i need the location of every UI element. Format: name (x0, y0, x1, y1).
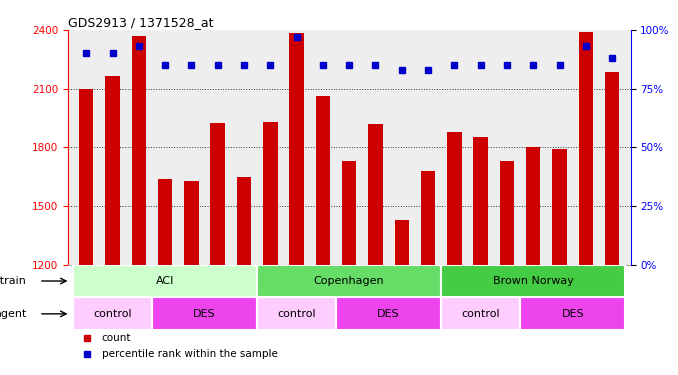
Bar (605, 72, 620, 265)
Bar (526, 147, 540, 265)
Text: count: count (102, 333, 131, 343)
Bar (79, 88, 94, 265)
Bar (132, 36, 146, 265)
Bar (105, 76, 120, 265)
Bar (441, 265, 625, 297)
Bar (520, 297, 625, 330)
Bar (395, 220, 409, 265)
Text: Brown Norway: Brown Norway (493, 276, 574, 286)
Text: agent: agent (0, 309, 26, 319)
Bar (237, 177, 252, 265)
Bar (263, 122, 277, 265)
Text: DES: DES (561, 309, 584, 319)
Bar (158, 178, 172, 265)
Bar (316, 96, 330, 265)
Bar (368, 124, 382, 265)
Bar (342, 161, 357, 265)
Text: strain: strain (0, 276, 26, 286)
Bar (447, 132, 462, 265)
Bar (421, 171, 435, 265)
Text: control: control (461, 309, 500, 319)
Bar (152, 297, 257, 330)
Bar (290, 33, 304, 265)
Text: GDS2913 / 1371528_at: GDS2913 / 1371528_at (68, 16, 214, 29)
Text: ACI: ACI (156, 276, 174, 286)
Bar (73, 265, 257, 297)
Bar (210, 123, 225, 265)
Bar (257, 265, 441, 297)
Text: Copenhagen: Copenhagen (314, 276, 384, 286)
Text: control: control (93, 309, 132, 319)
Bar (441, 297, 520, 330)
Bar (336, 297, 441, 330)
Text: percentile rank within the sample: percentile rank within the sample (102, 349, 277, 359)
Bar (257, 297, 336, 330)
Text: DES: DES (377, 309, 400, 319)
Bar (578, 32, 593, 265)
Bar (184, 180, 199, 265)
Bar (500, 161, 514, 265)
Bar (73, 297, 152, 330)
Bar (473, 136, 488, 265)
Text: DES: DES (193, 309, 216, 319)
Text: control: control (277, 309, 316, 319)
Bar (553, 149, 567, 265)
